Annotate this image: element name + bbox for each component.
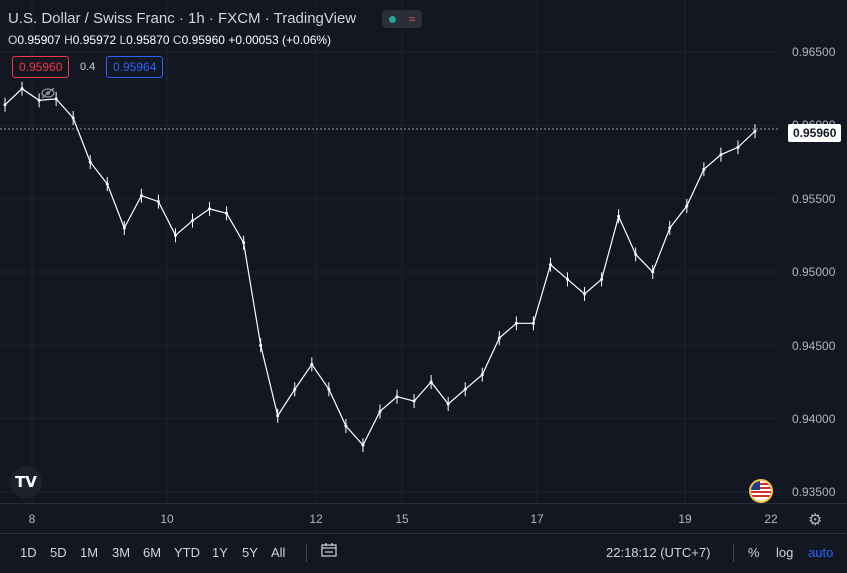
tradingview-logo-icon[interactable]: TV xyxy=(10,466,42,498)
range-1d-button[interactable]: 1D xyxy=(20,545,37,560)
gear-icon[interactable]: ⚙ xyxy=(808,512,823,529)
low-value: 0.95870 xyxy=(126,33,170,47)
low-label: L xyxy=(119,33,127,47)
high-value: 0.95972 xyxy=(72,33,117,47)
range-all-button[interactable]: All xyxy=(271,545,286,560)
range-5d-button[interactable]: 5D xyxy=(50,545,67,560)
bottom-toolbar: 1D 5D 1M 3M 6M YTD 1Y 5Y All 22:18:12 (U… xyxy=(0,533,847,573)
range-1m-button[interactable]: 1M xyxy=(80,545,99,560)
last-price-label: 0.95960 xyxy=(788,124,842,142)
time-tick: 8 xyxy=(28,512,36,526)
price-tick: 0.93500 xyxy=(792,485,836,499)
time-axis[interactable]: 8 10 12 15 17 19 22 ⚙ xyxy=(0,503,847,534)
auto-scale-button[interactable]: auto xyxy=(808,545,834,560)
clock-timezone[interactable]: 22:18:12 (UTC+7) xyxy=(606,545,711,560)
price-line xyxy=(4,87,756,447)
time-tick: 22 xyxy=(764,512,778,526)
spread-value: 0.4 xyxy=(80,61,96,73)
sell-button[interactable]: 0.95960 xyxy=(12,56,70,78)
price-tick: 0.94500 xyxy=(792,339,836,353)
market-status-icon[interactable]: ≈ xyxy=(382,10,422,28)
change-value: +0.00053 (+0.06%) xyxy=(228,33,332,47)
calendar-range-icon[interactable] xyxy=(321,543,337,557)
data-delay-icon: ≈ xyxy=(408,12,416,26)
open-value: 0.95907 xyxy=(17,33,61,47)
ohlc-legend: O0.95907 H0.95972 L0.95870 C0.95960 +0.0… xyxy=(8,33,331,47)
symbol-title[interactable]: U.S. Dollar / Swiss Franc · 1h · FXCM · … xyxy=(8,10,357,27)
time-tick: 17 xyxy=(530,512,544,526)
price-tick: 0.94000 xyxy=(792,412,836,426)
time-tick: 10 xyxy=(160,512,174,526)
time-tick: 19 xyxy=(678,512,692,526)
price-tick: 0.96500 xyxy=(792,45,836,59)
toolbar-divider xyxy=(306,544,307,562)
chart-area[interactable]: U.S. Dollar / Swiss Franc · 1h · FXCM · … xyxy=(0,0,780,503)
open-label: O xyxy=(8,33,18,47)
close-value: 0.95960 xyxy=(181,33,225,47)
toolbar-divider xyxy=(733,544,734,562)
time-tick: 15 xyxy=(395,512,409,526)
log-scale-button[interactable]: log xyxy=(776,545,794,560)
range-ytd-button[interactable]: YTD xyxy=(174,545,200,560)
buy-button[interactable]: 0.95964 xyxy=(106,56,164,78)
flag-stripes xyxy=(751,481,771,501)
time-tick: 12 xyxy=(309,512,323,526)
price-axis[interactable]: 0.96500 0.96000 0.95500 0.95000 0.94500 … xyxy=(780,0,847,503)
eye-crossed-icon[interactable] xyxy=(40,86,56,100)
market-open-dot xyxy=(388,15,396,23)
price-chart[interactable] xyxy=(0,0,780,503)
us-flag-icon[interactable] xyxy=(749,479,773,503)
close-label: C xyxy=(172,33,182,47)
high-label: H xyxy=(64,33,73,47)
price-tick: 0.95500 xyxy=(792,192,836,206)
range-3m-button[interactable]: 3M xyxy=(112,545,131,560)
range-5y-button[interactable]: 5Y xyxy=(242,545,258,560)
range-1y-button[interactable]: 1Y xyxy=(212,545,228,560)
range-6m-button[interactable]: 6M xyxy=(143,545,162,560)
price-tick: 0.95000 xyxy=(792,265,836,279)
percent-scale-button[interactable]: % xyxy=(748,545,760,560)
